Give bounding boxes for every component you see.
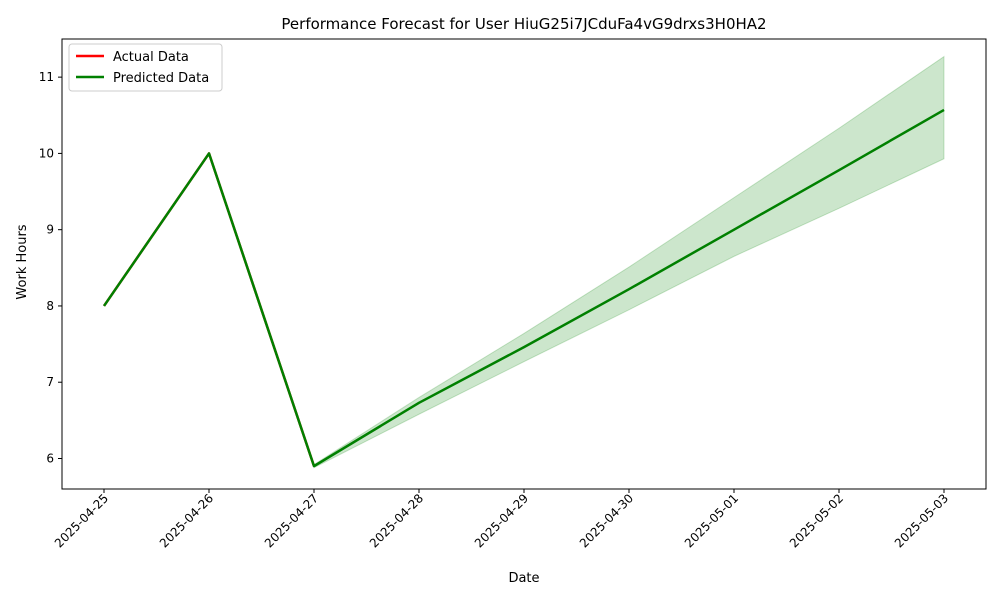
- x-tick-label: 2025-04-28: [367, 491, 426, 550]
- legend-label-predicted: Predicted Data: [113, 71, 209, 86]
- x-tick-label: 2025-04-29: [472, 491, 531, 550]
- x-tick-label: 2025-04-26: [157, 491, 216, 550]
- y-tick-label: 8: [46, 299, 54, 313]
- confidence-band: [313, 55, 945, 469]
- x-tick-label: 2025-05-01: [682, 491, 741, 550]
- y-tick-label: 6: [46, 451, 54, 465]
- y-axis-ticks: 6 7 8 9 10 11: [39, 70, 62, 465]
- x-tick-label: 2025-04-30: [577, 491, 636, 550]
- x-tick-label: 2025-05-03: [892, 491, 951, 550]
- x-axis-label: Date: [508, 571, 539, 586]
- series-line-actual: [102, 152, 316, 467]
- y-tick-label: 7: [46, 375, 54, 389]
- confidence-band-layer: [313, 55, 945, 469]
- legend-label-actual: Actual Data: [113, 50, 189, 65]
- series-line-predicted: [102, 108, 945, 468]
- x-tick-label: 2025-04-25: [52, 491, 111, 550]
- x-tick-label: 2025-04-27: [262, 491, 321, 550]
- series-layer: [102, 108, 945, 468]
- y-tick-label: 9: [46, 223, 54, 237]
- x-axis-ticks: 2025-04-25 2025-04-26 2025-04-27 2025-04-28…: [52, 489, 951, 550]
- legend-box: [68, 43, 223, 92]
- legend: Actual Data Predicted Data: [68, 43, 223, 92]
- y-axis-label: Work Hours: [15, 224, 30, 299]
- y-tick-label: 11: [39, 70, 54, 84]
- x-tick-label: 2025-05-02: [787, 491, 846, 550]
- plot-area-frame: [61, 38, 987, 490]
- y-tick-label: 10: [39, 146, 54, 160]
- chart-title: Performance Forecast for User HiuG25i7JC…: [281, 15, 766, 33]
